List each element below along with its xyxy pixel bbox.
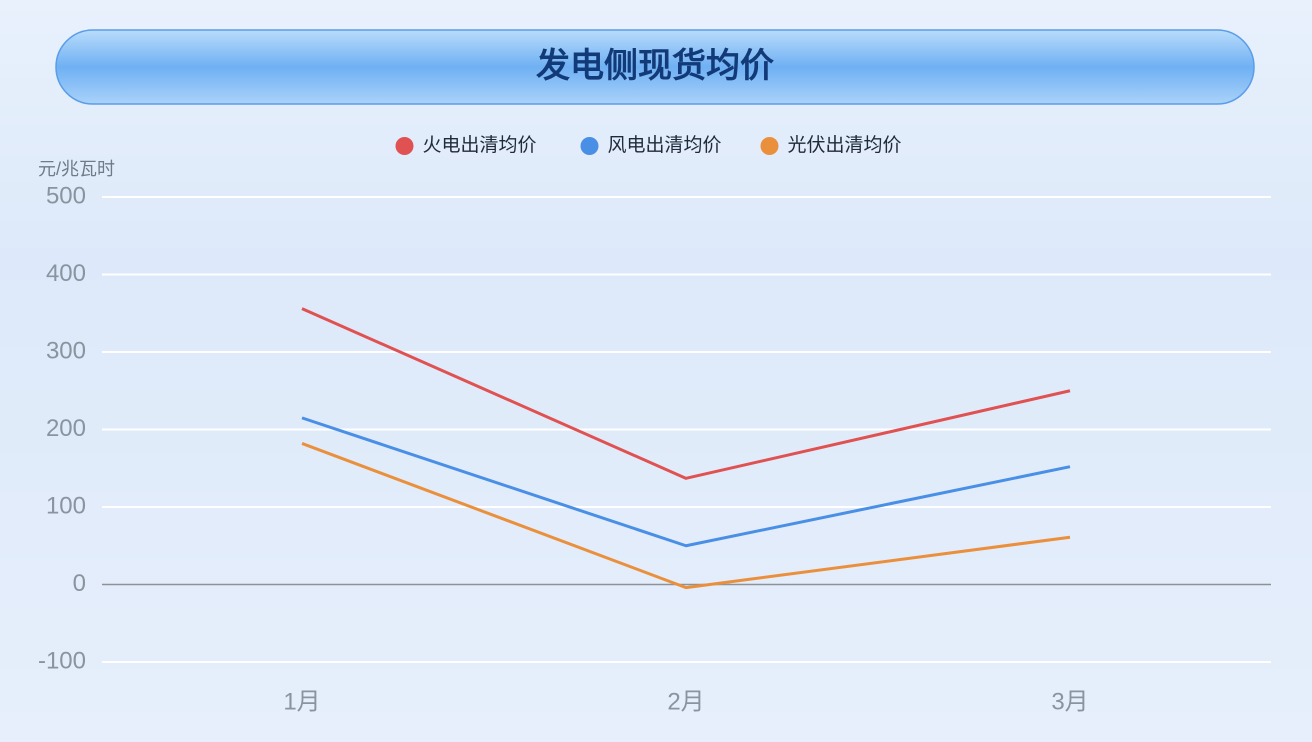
y-tick-label: 400 (46, 260, 86, 287)
series-line (301, 416, 1071, 548)
x-tick-label: 2月 (667, 688, 704, 715)
x-tick-label: 3月 (1051, 688, 1088, 715)
y-tick-label: -100 (38, 647, 86, 674)
series-line (301, 442, 1071, 590)
chart-title: 发电侧现货均价 (536, 47, 774, 85)
y-tick-label: 300 (46, 337, 86, 364)
title-banner (55, 29, 1255, 105)
y-tick-label: 200 (46, 415, 86, 442)
y-tick-label: 0 (73, 570, 86, 597)
y-axis-label: 元/兆瓦时 (38, 159, 115, 179)
y-tick-label: 100 (46, 492, 86, 519)
legend-label: 光伏出清均价 (788, 134, 902, 156)
legend-marker (760, 137, 779, 155)
y-tick-label: 500 (46, 182, 86, 209)
series-line (301, 307, 1071, 480)
legend-marker (580, 137, 599, 155)
legend-label: 火电出清均价 (423, 134, 537, 156)
legend-label: 风电出清均价 (608, 134, 722, 156)
legend-marker (395, 137, 414, 155)
x-tick-label: 1月 (283, 688, 320, 715)
